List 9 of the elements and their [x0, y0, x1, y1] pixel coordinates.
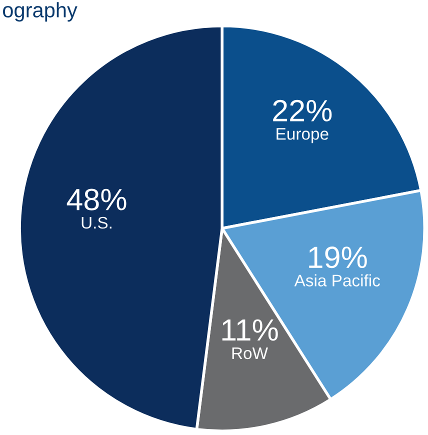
data-label: 11%: [222, 319, 278, 341]
slice-label: RoW: [232, 348, 268, 360]
data-label: 48%: [66, 188, 126, 210]
slice-label: U.S.: [82, 216, 112, 229]
chart-title: ography: [3, 2, 78, 22]
slice-label: Europe: [276, 128, 328, 144]
slice-label: Asia Pacific: [294, 274, 380, 286]
data-label: 19%: [309, 246, 367, 268]
data-label: 22%: [273, 100, 332, 122]
